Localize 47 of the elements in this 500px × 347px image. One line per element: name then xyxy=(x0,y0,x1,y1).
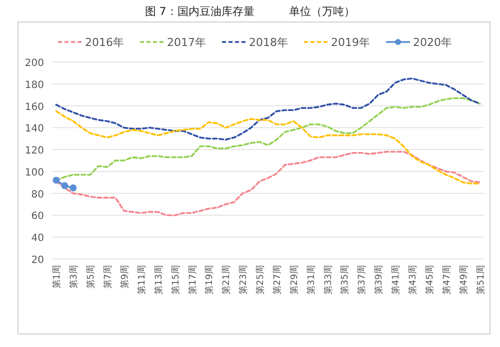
x-tick-label: 第43周 xyxy=(408,265,418,294)
y-tick-label: 160 xyxy=(24,102,44,113)
x-tick-label: 第31周 xyxy=(306,265,317,294)
x-tick-label: 第5周 xyxy=(86,265,97,289)
y-tick-label: 180 xyxy=(24,80,44,91)
y-tick-label: 120 xyxy=(24,146,44,157)
x-tick-label: 第23周 xyxy=(238,265,250,294)
x-tick-label: 第49周 xyxy=(458,265,470,294)
legend-label: 2020年 xyxy=(413,36,452,49)
x-tick-label: 第17周 xyxy=(187,265,198,294)
y-tick-label: 100 xyxy=(24,167,44,178)
y-tick-label: 40 xyxy=(31,233,44,244)
point xyxy=(70,184,77,192)
x-tick-label: 第3周 xyxy=(68,265,80,289)
x-tick-label: 第21周 xyxy=(221,265,232,294)
x-tick-label: 第9周 xyxy=(120,265,130,289)
legend-label: 2018年 xyxy=(249,36,288,49)
x-tick-label: 第35周 xyxy=(340,265,351,294)
line-series xyxy=(55,78,481,141)
legend-label: 2017年 xyxy=(167,36,206,49)
x-tick-label: 第29周 xyxy=(288,265,300,294)
chart-title: 图 7：国内豆油库存量 单位（万吨） xyxy=(144,5,356,18)
point xyxy=(61,182,68,190)
y-tick-label: 140 xyxy=(24,124,44,135)
legend-label: 2019年 xyxy=(331,36,370,49)
point xyxy=(52,176,60,184)
x-tick-label: 第7周 xyxy=(102,265,114,289)
x-tick-label: 第25周 xyxy=(255,265,266,294)
x-tick-label: 第37周 xyxy=(356,265,368,294)
x-tick-label: 第51周 xyxy=(475,265,486,294)
y-tick-label: 200 xyxy=(24,58,44,69)
x-tick-label: 第33周 xyxy=(322,265,334,294)
y-tick-label: 80 xyxy=(31,189,44,200)
line-series xyxy=(55,110,481,184)
x-tick-label: 第47周 xyxy=(441,265,452,294)
x-tick-label: 第19周 xyxy=(204,265,216,294)
y-tick-label: 20 xyxy=(31,255,44,266)
x-tick-label: 第15周 xyxy=(170,265,182,294)
x-tick-label: 第27周 xyxy=(272,265,283,294)
x-tick-label: 第1周 xyxy=(52,265,63,289)
y-tick-label: 60 xyxy=(31,211,44,222)
x-tick-label: 第39周 xyxy=(374,265,385,294)
x-tick-label: 第41周 xyxy=(390,265,402,294)
x-tick-label: 第45周 xyxy=(424,265,436,294)
legend-label: 2016年 xyxy=(85,36,124,49)
x-tick-label: 第11周 xyxy=(136,265,148,294)
x-tick-label: 第13周 xyxy=(153,265,164,294)
